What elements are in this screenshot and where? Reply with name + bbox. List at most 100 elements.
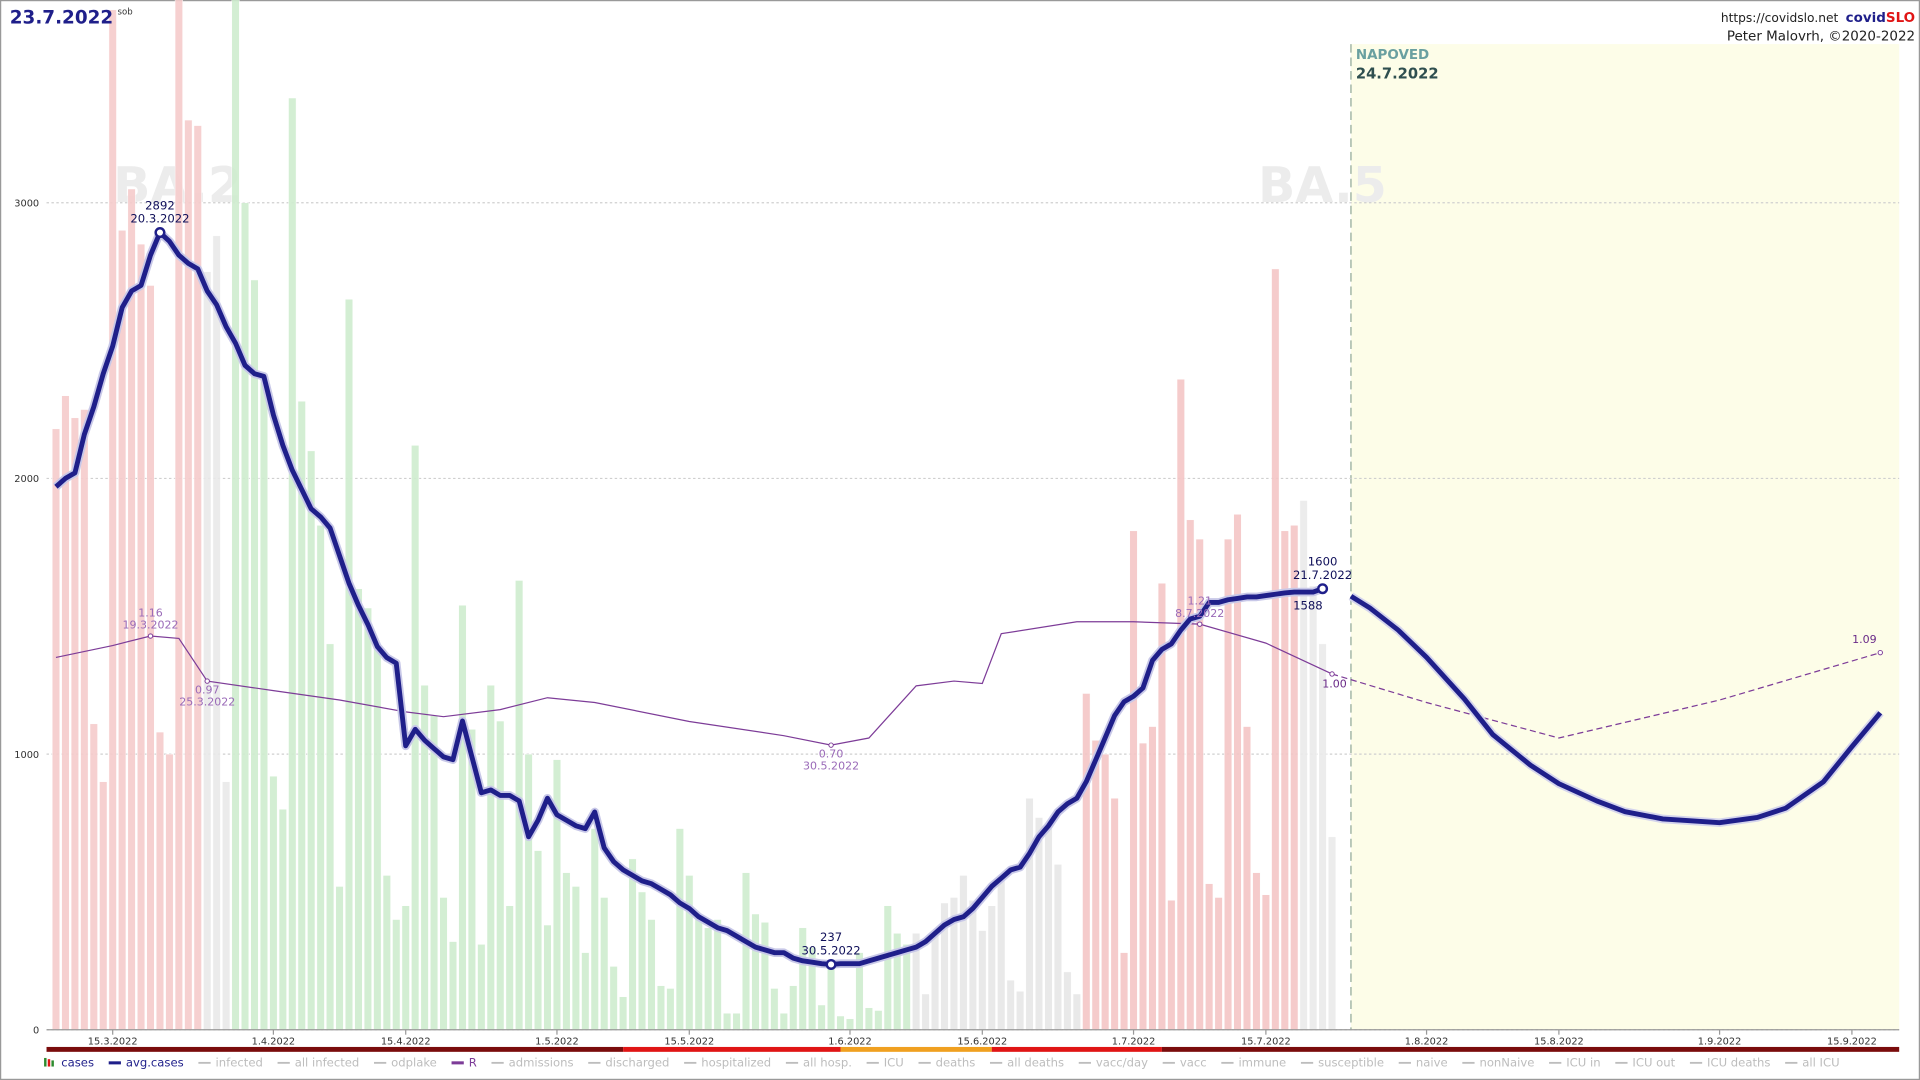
case-bar (496, 720, 505, 1031)
legend-label[interactable]: all infected (295, 1056, 360, 1070)
case-bar (1129, 530, 1138, 1031)
legend-item[interactable]: avg.cases (108, 1056, 184, 1070)
legend-label[interactable]: hospitalized (701, 1056, 771, 1070)
case-bar (1280, 530, 1289, 1031)
legend-item[interactable]: hospitalized (684, 1056, 771, 1070)
peak-value: 2892 (145, 198, 175, 212)
source-url[interactable]: https://covidslo.net (1721, 11, 1839, 25)
case-bar (231, 0, 240, 1031)
case-bar (1138, 742, 1148, 1031)
case-bar (638, 891, 647, 1031)
legend-label[interactable]: ICU deaths (1707, 1056, 1770, 1070)
case-bar (524, 753, 533, 1031)
legend-item[interactable]: immune (1221, 1056, 1286, 1070)
case-bar (326, 643, 335, 1031)
legend-item[interactable]: naive (1398, 1056, 1448, 1070)
legend-item[interactable]: admissions (491, 1056, 574, 1070)
legend-label[interactable]: cases (61, 1056, 94, 1070)
case-bar (713, 919, 722, 1031)
legend-item[interactable]: all hosp. (785, 1056, 852, 1070)
case-bar (1044, 828, 1053, 1031)
legend-label[interactable]: infected (216, 1056, 263, 1070)
legend-label[interactable]: discharged (605, 1056, 669, 1070)
legend-item[interactable]: discharged (588, 1056, 669, 1070)
legend-label[interactable]: odplake (391, 1056, 437, 1070)
case-bar (760, 922, 769, 1031)
case-bar (921, 993, 930, 1031)
case-bar (779, 1013, 788, 1031)
peak-date: 21.7.2022 (1293, 568, 1352, 582)
x-tick-label: 1.4.2022 (252, 1036, 296, 1047)
legend-label[interactable]: ICU in (1566, 1056, 1600, 1070)
forecast-date: 24.7.2022 (1356, 65, 1439, 82)
legend-label[interactable]: vacc (1180, 1056, 1207, 1070)
legend-item[interactable]: ICU deaths (1689, 1056, 1771, 1070)
case-bar (1261, 894, 1270, 1031)
author: Peter Malovrh, ©2020-2022 (1727, 29, 1915, 44)
peak-date: 20.3.2022 (130, 212, 189, 226)
legend-icon (51, 1060, 54, 1067)
case-bar (1072, 993, 1081, 1031)
legend-label[interactable]: deaths (936, 1056, 976, 1070)
case-bar (845, 1018, 855, 1031)
legend-label[interactable]: admissions (509, 1056, 574, 1070)
peak-value: 237 (820, 930, 842, 944)
legend-item[interactable]: infected (198, 1056, 263, 1070)
case-bar (732, 1013, 741, 1031)
status-band (840, 1046, 992, 1052)
status-band (46, 1046, 624, 1052)
legend-item[interactable]: vacc (1162, 1056, 1207, 1070)
legend-label[interactable]: susceptible (1318, 1056, 1384, 1070)
legend-item[interactable]: all deaths (989, 1056, 1064, 1070)
legend-label[interactable]: R (469, 1056, 477, 1070)
legend-item[interactable]: susceptible (1300, 1056, 1384, 1070)
legend-item[interactable]: ICU out (1615, 1056, 1676, 1070)
r-value: 1.09 (1852, 633, 1877, 646)
r-marker (1329, 671, 1335, 677)
legend-label[interactable]: ICU (884, 1056, 904, 1070)
legend-label[interactable]: all ICU (1802, 1056, 1839, 1070)
status-band (623, 1046, 841, 1052)
r-date: 30.5.2022 (803, 760, 859, 773)
case-bar (1167, 899, 1176, 1031)
y-tick-label: 0 (33, 1025, 39, 1036)
case-bar (968, 899, 977, 1031)
case-bar (666, 988, 675, 1031)
legend-item[interactable]: ICU (866, 1056, 904, 1070)
case-bar (931, 933, 940, 1031)
variant-watermark: BA.5 (1258, 157, 1387, 214)
y-tick-label: 1000 (14, 750, 39, 761)
legend-item[interactable]: cases (44, 1056, 94, 1070)
case-bar (619, 996, 628, 1031)
legend-item[interactable]: ICU in (1549, 1056, 1601, 1070)
legend-label[interactable]: all hosp. (803, 1056, 852, 1070)
legend-label[interactable]: naive (1416, 1056, 1448, 1070)
legend-label[interactable]: vacc/day (1096, 1056, 1148, 1070)
r-forecast-line (1331, 652, 1881, 739)
x-tick-label: 15.4.2022 (381, 1036, 431, 1047)
case-bar (288, 97, 297, 1031)
legend-item[interactable]: odplake (374, 1056, 437, 1070)
case-bar (307, 450, 316, 1031)
brand-a: covid (1846, 11, 1886, 26)
legend-item[interactable]: deaths (918, 1056, 976, 1070)
case-bar (1252, 872, 1261, 1031)
legend-item[interactable]: all ICU (1785, 1056, 1840, 1070)
case-bar (458, 605, 467, 1031)
legend-item[interactable]: nonNaive (1462, 1056, 1534, 1070)
case-bar (959, 875, 968, 1031)
case-bar (628, 858, 637, 1031)
legend-label[interactable]: all deaths (1007, 1056, 1064, 1070)
legend-label[interactable]: ICU out (1632, 1056, 1675, 1070)
peak-date: 30.5.2022 (801, 944, 860, 958)
legend-item[interactable]: R (451, 1056, 477, 1070)
r-value: 1.00 (1322, 677, 1347, 690)
legend-label[interactable]: immune (1238, 1056, 1286, 1070)
legend-item[interactable]: all infected (277, 1056, 360, 1070)
legend-item[interactable]: vacc/day (1078, 1056, 1148, 1070)
case-bar (1120, 952, 1129, 1031)
legend-label[interactable]: nonNaive (1479, 1056, 1534, 1070)
peak-marker (154, 227, 166, 239)
x-tick-label: 15.5.2022 (664, 1036, 714, 1047)
legend-label[interactable]: avg.cases (126, 1056, 184, 1070)
